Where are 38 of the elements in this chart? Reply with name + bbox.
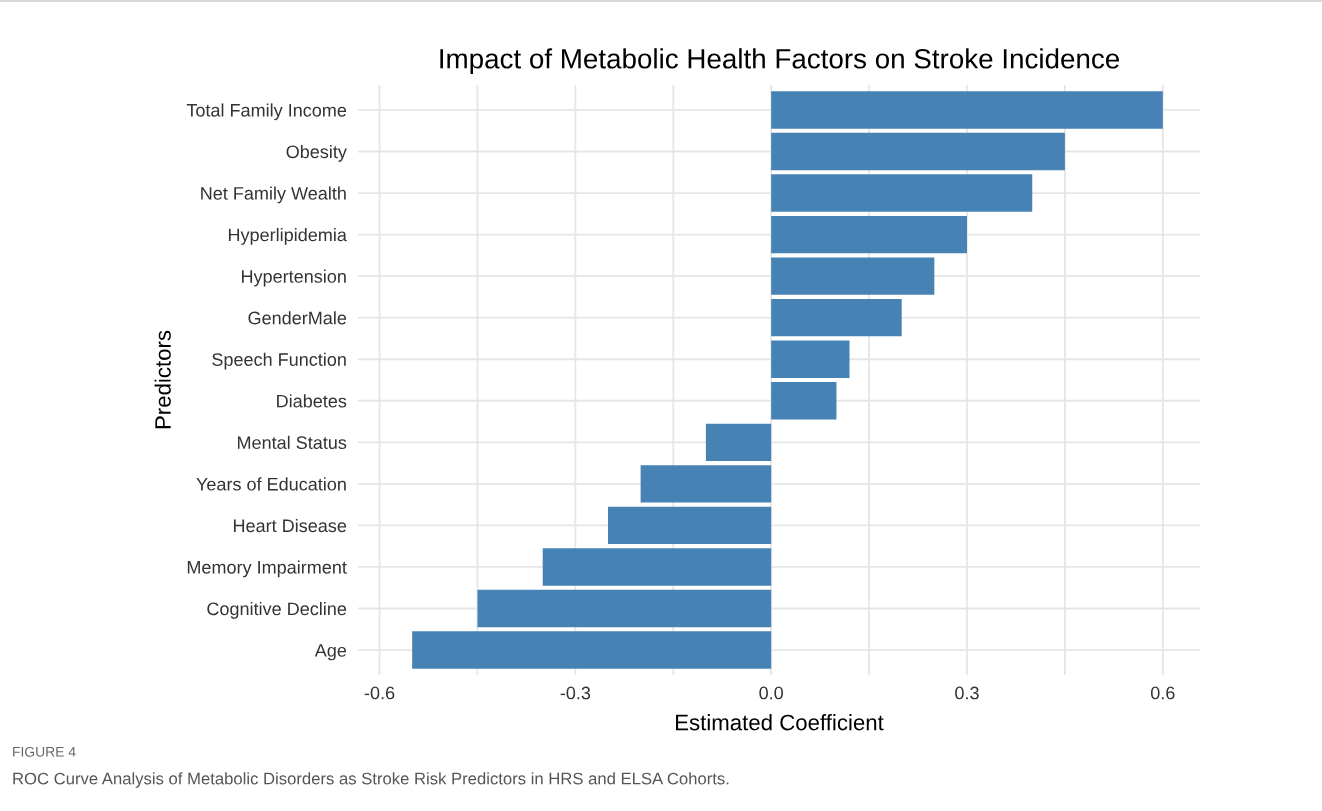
- x-tick-label: -0.6: [364, 686, 395, 700]
- bar: [705, 423, 772, 462]
- chart-title: Impact of Metabolic Health Factors on Stroke Incidence: [440, 48, 1119, 75]
- bar: [771, 257, 935, 295]
- bar: [771, 340, 850, 378]
- bar: [771, 215, 967, 254]
- y-tick-label: Total Family Income: [186, 103, 347, 121]
- y-tick-label: Memory Impairment: [187, 560, 347, 578]
- y-tick-label: Net Family Wealth: [201, 186, 346, 204]
- bar: [542, 548, 772, 586]
- y-tick-label: GenderMale: [248, 311, 347, 325]
- y-tick-label: Speech Function: [212, 352, 346, 370]
- x-tick-label: -0.3: [560, 686, 591, 700]
- bar: [607, 506, 772, 545]
- y-tick-label: Obesity: [286, 144, 347, 162]
- bar: [771, 132, 1065, 171]
- y-tick-label: Heart Disease: [233, 518, 347, 533]
- bar: [640, 465, 772, 503]
- bar: [771, 298, 902, 337]
- y-tick-label: Diabetes: [277, 394, 347, 408]
- bar: [771, 91, 1163, 129]
- y-tick-label: Hypertension: [241, 269, 346, 287]
- y-tick-label: Cognitive Decline: [207, 601, 347, 619]
- x-tick-label: 0.6: [1150, 686, 1175, 700]
- bar: [771, 174, 1033, 212]
- x-tick-label: 0.3: [955, 686, 979, 700]
- bar: [412, 631, 772, 669]
- y-tick-label: Years of Education: [196, 477, 346, 491]
- text: ROC Curve Analysis of Metabolic Disorders as Stroke Risk Predictors in HRS and ELSA Cohorts.: [13, 772, 729, 788]
- y-axis-title: Predictors: [154, 330, 171, 429]
- bar: [477, 589, 772, 628]
- bar: [771, 382, 837, 420]
- y-tick-label: Mental Status: [237, 435, 347, 450]
- x-axis-title: Estimated Coefficient: [676, 714, 884, 731]
- y-tick-label: Hyperlipidemia: [228, 228, 347, 245]
- caption: FIGURE 4: [13, 746, 76, 757]
- y-tick-label: Age: [314, 644, 347, 661]
- x-tick-label: 0.0: [759, 686, 784, 700]
